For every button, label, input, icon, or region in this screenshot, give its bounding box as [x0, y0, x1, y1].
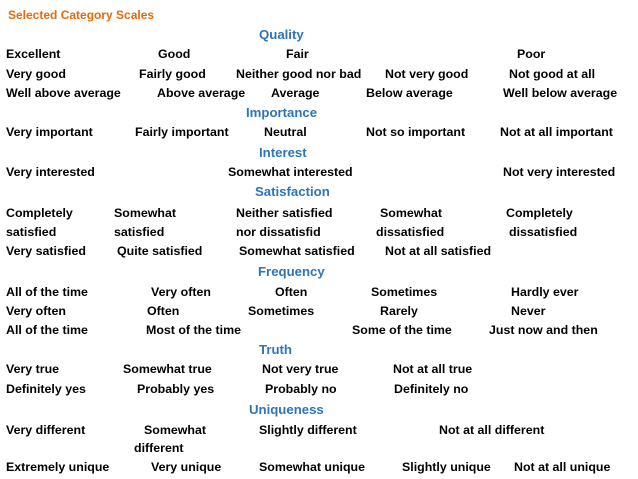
scale-option: Good — [158, 47, 191, 61]
scale-option: Fairly important — [135, 125, 229, 139]
scale-option: Very interested — [6, 165, 95, 179]
scale-option: Completely — [6, 206, 73, 220]
section-heading-importance: Importance — [246, 105, 318, 120]
scale-option: Not at all different — [439, 423, 545, 437]
scale-option: different — [134, 441, 184, 455]
scale-option: Poor — [517, 47, 546, 61]
scale-option: Very satisfied — [6, 244, 86, 258]
scale-option: Not very true — [262, 362, 339, 376]
scale-option: Not at all unique — [514, 460, 611, 474]
scale-option: Well below average — [503, 86, 618, 100]
scale-option: satisfied — [114, 225, 165, 239]
scale-option: dissatisfied — [509, 225, 578, 239]
scale-option: Neither satisfied — [236, 206, 333, 220]
section-heading-frequency: Frequency — [258, 264, 325, 279]
scale-option: Often — [275, 285, 308, 299]
scale-option: Very often — [151, 285, 211, 299]
scale-option: Quite satisfied — [117, 244, 203, 258]
scale-option: Somewhat — [380, 206, 442, 220]
scale-option: Never — [511, 304, 546, 318]
scale-option: Not at all important — [500, 125, 613, 139]
section-heading-quality: Quality — [259, 27, 304, 42]
section-heading-satisfaction: Satisfaction — [255, 184, 330, 199]
scale-option: Above average — [157, 86, 246, 100]
section-heading-interest: Interest — [259, 145, 307, 160]
scale-option: All of the time — [6, 285, 88, 299]
scale-option: Completely — [506, 206, 573, 220]
scale-option: Very true — [6, 362, 60, 376]
scale-option: Extremely unique — [6, 460, 110, 474]
page-title: Selected Category Scales — [8, 8, 155, 22]
scale-option: Well above average — [6, 86, 121, 100]
scale-option: Not very interested — [503, 165, 616, 179]
scale-option: Rarely — [380, 304, 418, 318]
scale-option: Neither good nor bad — [236, 67, 362, 81]
scale-option: Probably no — [265, 382, 337, 396]
scale-option: Slightly different — [259, 423, 357, 437]
scale-option: Definitely no — [394, 382, 469, 396]
scale-option: Probably yes — [137, 382, 215, 396]
scale-option: Somewhat true — [123, 362, 212, 376]
scale-option: Very different — [6, 423, 86, 437]
scale-option: satisfied — [6, 225, 57, 239]
scale-option: nor dissatisfid — [236, 225, 321, 239]
scale-option: Very often — [6, 304, 66, 318]
scale-option: Very important — [6, 125, 93, 139]
scale-option: Hardly ever — [511, 285, 579, 299]
scale-option: Average — [271, 86, 320, 100]
scale-option: Slightly unique — [402, 460, 491, 474]
scale-option: Most of the time — [146, 323, 241, 337]
scale-option: Definitely yes — [6, 382, 86, 396]
scale-option: Somewhat — [144, 423, 206, 437]
scale-option: Below average — [366, 86, 453, 100]
scale-option: Not very good — [385, 67, 469, 81]
scale-option: Some of the time — [352, 323, 452, 337]
scale-option: Somewhat interested — [228, 165, 353, 179]
scale-option: Not at all true — [393, 362, 473, 376]
scale-option: All of the time — [6, 323, 88, 337]
scale-option: Excellent — [6, 47, 61, 61]
scale-option: Very good — [6, 67, 66, 81]
scale-option: Somewhat — [114, 206, 176, 220]
scale-option: Sometimes — [371, 285, 438, 299]
scale-option: Not so important — [366, 125, 466, 139]
scale-option: Fairly good — [139, 67, 206, 81]
scale-option: Very unique — [151, 460, 222, 474]
scale-option: dissatisfied — [376, 225, 445, 239]
scale-option: Often — [147, 304, 180, 318]
scale-option: Not good at all — [509, 67, 596, 81]
section-heading-truth: Truth — [259, 342, 292, 357]
scale-option: Sometimes — [248, 304, 315, 318]
scale-option: Neutral — [264, 125, 307, 139]
scale-option: Somewhat unique — [259, 460, 366, 474]
scale-option: Not at all satisfied — [385, 244, 492, 258]
scale-option: Just now and then — [489, 323, 598, 337]
scale-option: Somewhat satisfied — [239, 244, 355, 258]
section-heading-uniqueness: Uniqueness — [249, 402, 324, 417]
scale-option: Fair — [286, 47, 309, 61]
